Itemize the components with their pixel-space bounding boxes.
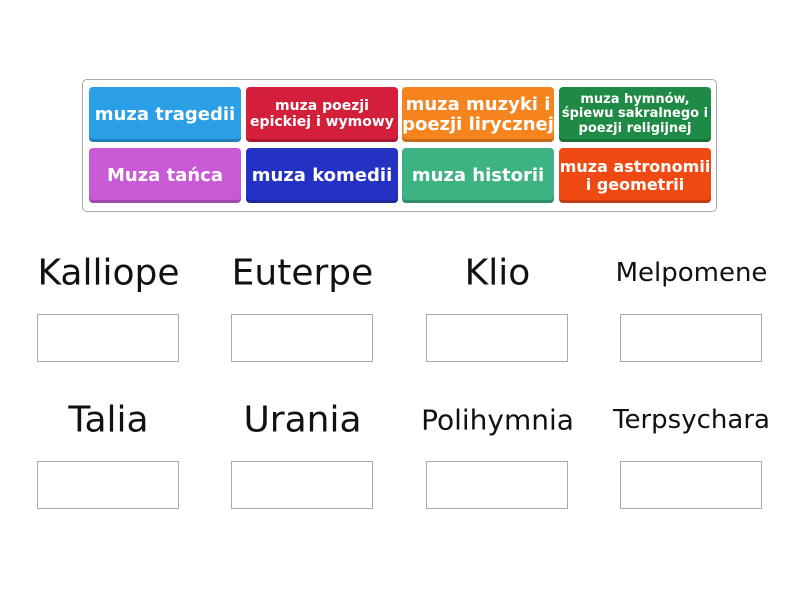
drop-box[interactable] (426, 314, 568, 362)
answer-tile[interactable]: muza historii (402, 148, 554, 203)
answer-tile[interactable]: muza astronomii i geometrii (559, 148, 711, 203)
drop-box[interactable] (231, 461, 373, 509)
target-label: Kalliope (37, 252, 180, 294)
drop-box[interactable] (37, 461, 179, 509)
answer-tile[interactable]: muza muzyki i poezji lirycznej (402, 87, 554, 142)
target-label: Euterpe (231, 252, 374, 294)
target-label: Polihymnia (421, 403, 574, 437)
drop-box[interactable] (231, 314, 373, 362)
target-label: Terpsychara (613, 405, 770, 435)
target-label: Klio (464, 252, 531, 294)
drop-box[interactable] (620, 314, 762, 362)
answer-tile[interactable]: muza tragedii (89, 87, 241, 142)
answer-tile[interactable]: muza hymnów, śpiewu sakralnego i poezji … (559, 87, 711, 142)
drop-box[interactable] (620, 461, 762, 509)
answer-tile[interactable]: muza poezji epickiej i wymowy (246, 87, 398, 142)
drop-box[interactable] (37, 314, 179, 362)
answer-tile[interactable]: muza komedii (246, 148, 398, 203)
answer-tile[interactable]: Muza tańca (89, 148, 241, 203)
target-label: Urania (243, 399, 362, 441)
drop-box[interactable] (426, 461, 568, 509)
target-label: Melpomene (615, 258, 768, 288)
target-label: Talia (68, 399, 149, 441)
